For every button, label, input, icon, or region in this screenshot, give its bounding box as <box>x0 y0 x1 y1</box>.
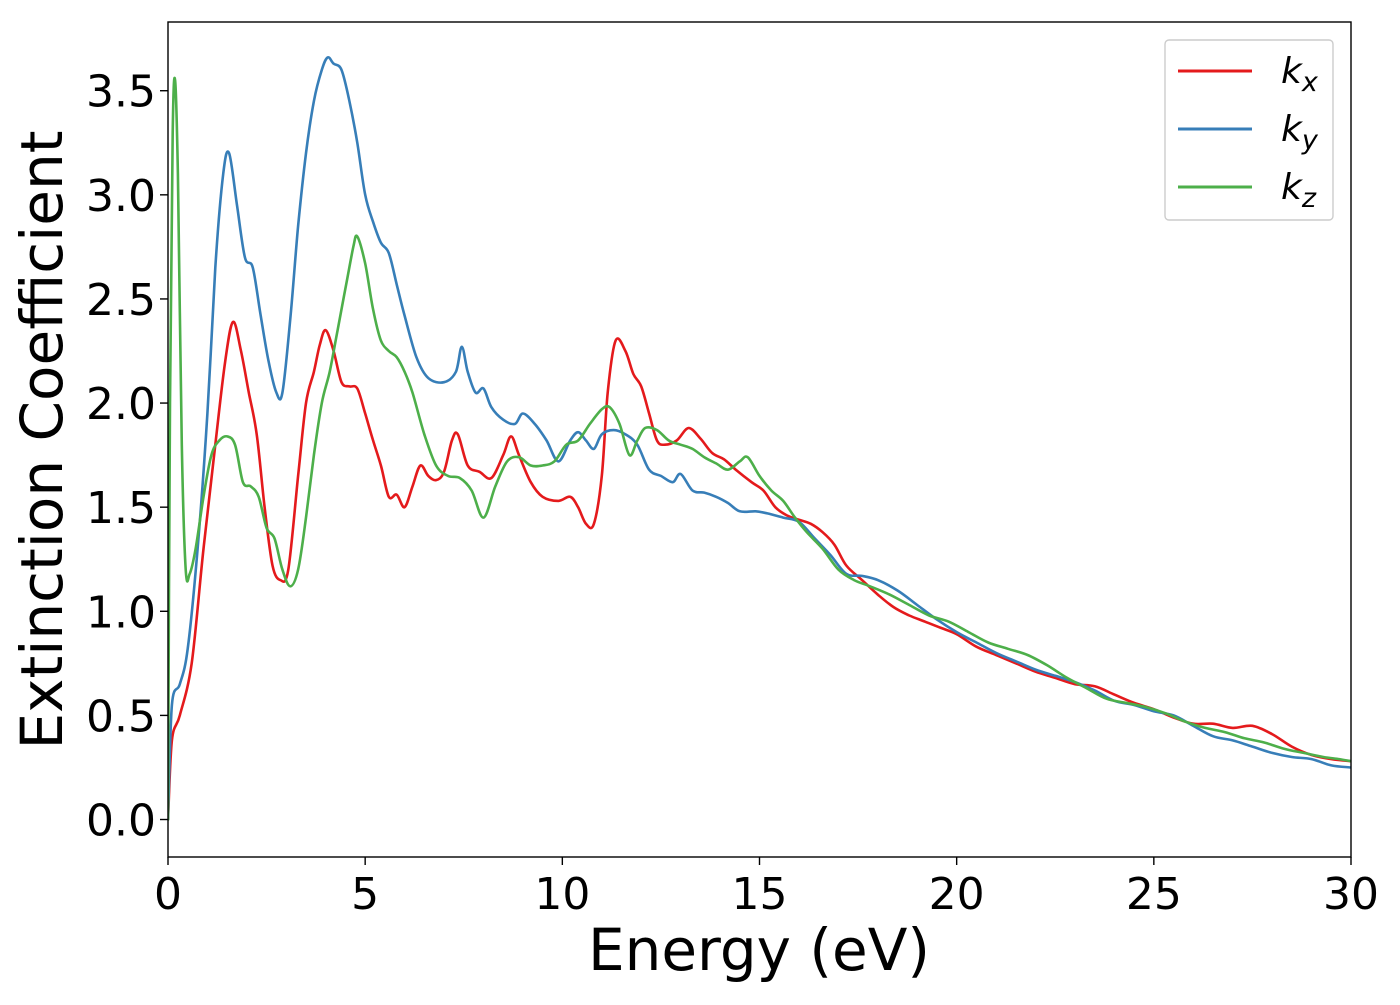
y-tick-label: 0.5 <box>86 691 156 742</box>
x-tick-label: 0 <box>154 869 182 920</box>
y-tick-label: 2.0 <box>86 379 156 430</box>
y-tick-label: 2.5 <box>86 275 156 326</box>
y-axis-title: Extinction Coefficient <box>8 131 76 750</box>
y-tick-label: 0.0 <box>86 796 156 847</box>
series-line-x <box>168 320 1351 821</box>
x-tick-label: 30 <box>1323 869 1379 920</box>
series-layer <box>168 56 1351 821</box>
legend-subscript: x <box>1301 67 1319 98</box>
x-tick-label: 20 <box>929 869 985 920</box>
x-tick-label: 10 <box>534 869 590 920</box>
axes-layer: 0 5 10 15 20 25 30 0.0 0.5 1.0 1.5 2.0 2.5 3.0 3.5 <box>86 21 1379 920</box>
series-line-z <box>168 76 1351 821</box>
legend-subscript: z <box>1301 183 1317 214</box>
y-tick-label: 1.5 <box>86 483 156 534</box>
y-tick-label: 3.0 <box>86 171 156 222</box>
y-tick-label: 1.0 <box>86 587 156 638</box>
x-axis-title: Energy (eV) <box>588 916 930 984</box>
x-tick-label: 25 <box>1126 869 1182 920</box>
legend-subscript: y <box>1301 125 1319 156</box>
y-tick-label: 3.5 <box>86 67 156 118</box>
x-tick-label: 5 <box>351 869 379 920</box>
series-line-y <box>168 56 1351 821</box>
x-tick-label: 15 <box>732 869 788 920</box>
